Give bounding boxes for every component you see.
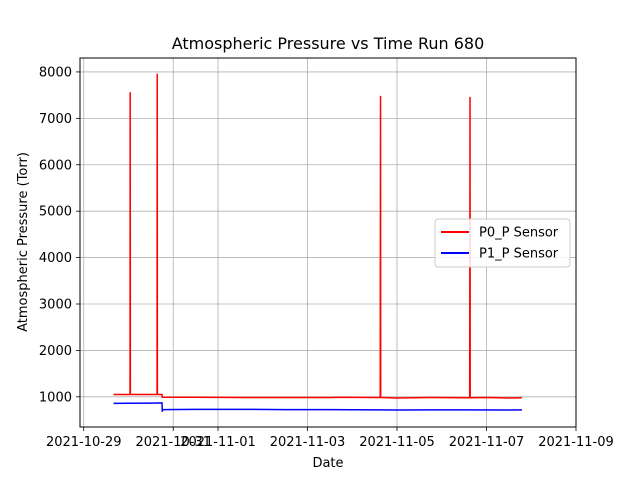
series-line-p0-p-sensor [113, 73, 522, 399]
y-axis-label: Atmospheric Pressure (Torr) [16, 152, 31, 332]
x-tick-label: 2021-10-31 [135, 435, 211, 450]
legend: P0_P Sensor P1_P Sensor [434, 218, 571, 268]
x-tick-label: 2021-10-29 [46, 435, 122, 450]
y-tick-label: 3000 [39, 298, 72, 313]
x-tick-label: 2021-11-09 [538, 435, 614, 450]
y-tick-label: 4000 [39, 251, 72, 266]
x-tick-label: 2021-11-03 [270, 435, 346, 450]
chart-title: Atmospheric Pressure vs Time Run 680 [172, 34, 485, 53]
legend-label-p0: P0_P Sensor [479, 226, 559, 241]
y-tick-label: 2000 [39, 344, 72, 359]
y-tick-label: 1000 [39, 390, 72, 405]
y-tick-label: 8000 [39, 65, 72, 80]
y-tick-label: 5000 [39, 205, 72, 220]
plot-frame [79, 57, 577, 428]
x-tick-label: 2021-11-07 [449, 435, 525, 450]
y-tick-label: 6000 [39, 158, 72, 173]
plot-series [113, 73, 522, 412]
x-axis-label: Date [312, 456, 343, 471]
y-axis-ticks: 1000 2000 3000 4000 5000 6000 7000 8000 [39, 65, 80, 405]
series-line-p1-p-sensor [113, 402, 522, 412]
x-tick-label: 2021-11-05 [359, 435, 435, 450]
legend-label-p1: P1_P Sensor [479, 247, 559, 262]
y-tick-label: 7000 [39, 112, 72, 127]
x-tick-label: 2021-11-01 [180, 435, 256, 450]
